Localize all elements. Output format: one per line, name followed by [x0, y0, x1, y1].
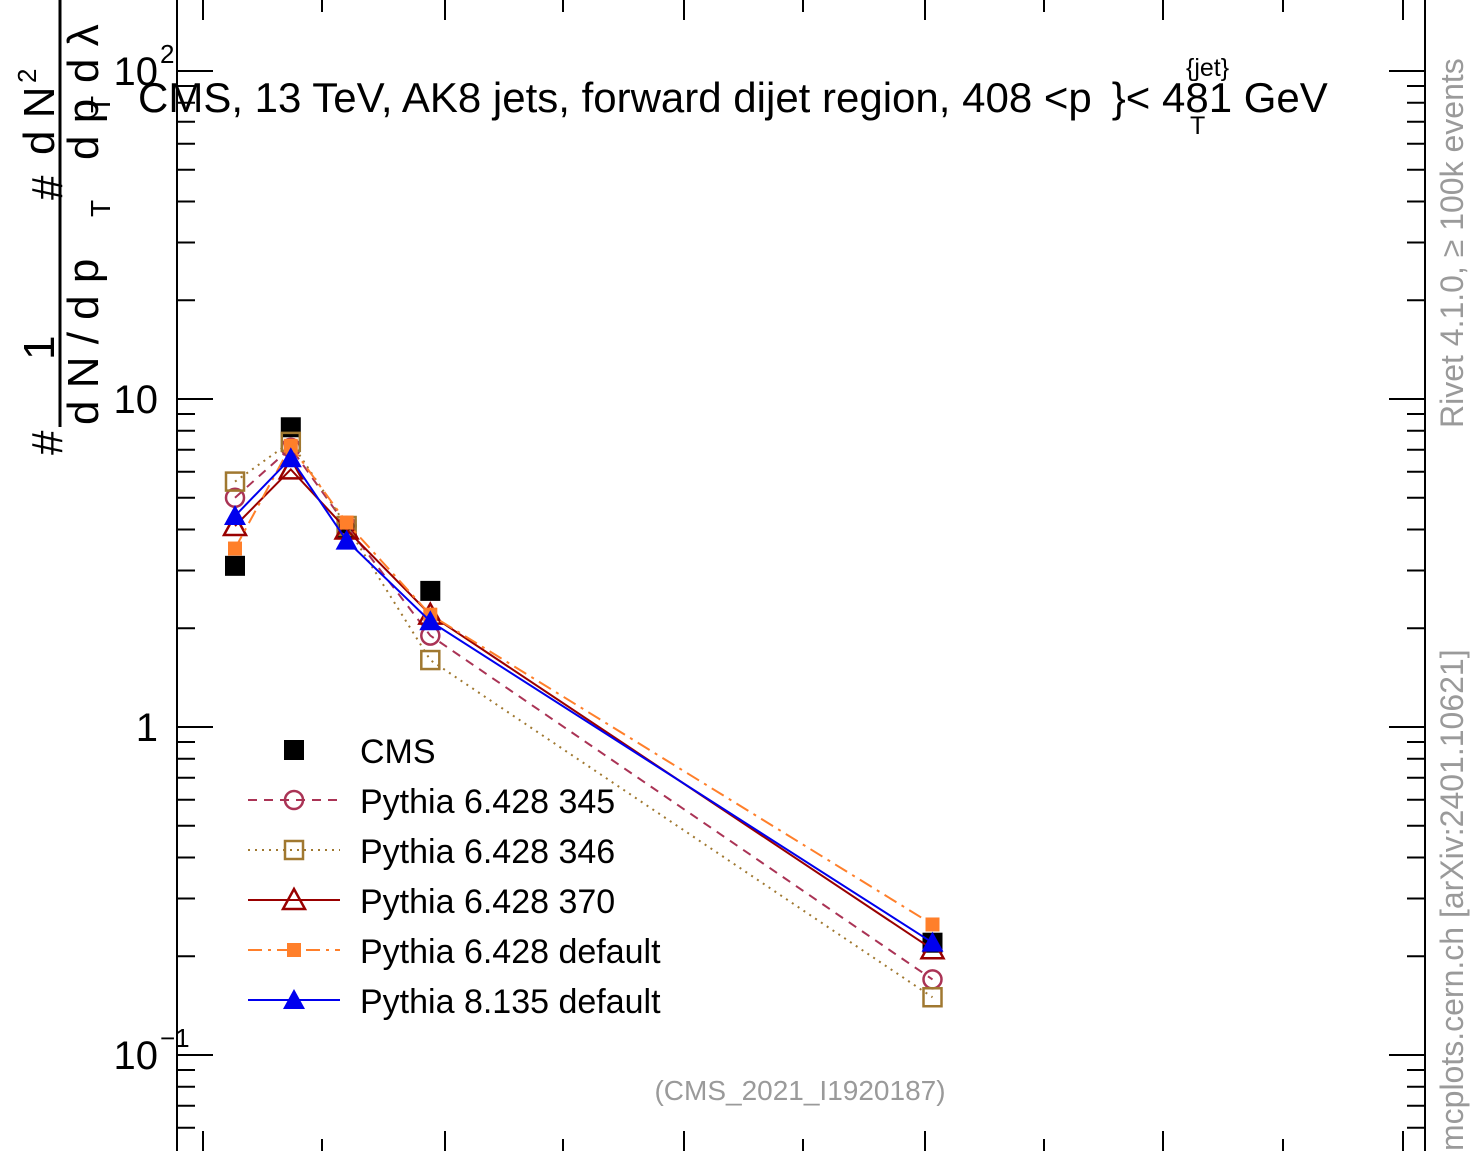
legend-entry: Pythia 6.428 default	[248, 933, 661, 971]
ylabel-den: d N / d p	[59, 259, 108, 425]
legend-entry: Pythia 6.428 345	[248, 783, 615, 821]
chart-title-var: p	[1068, 74, 1091, 121]
legend-marker	[283, 789, 305, 811]
legend-entry: Pythia 6.428 370	[248, 883, 615, 921]
ylabel-rnum: d N	[15, 87, 64, 155]
legend-marker	[280, 886, 308, 911]
chart-title-var-sub: T	[1190, 112, 1205, 140]
legend-label: Pythia 8.135 default	[360, 983, 661, 1021]
legend-marker	[283, 839, 305, 861]
ylabel-rden-sub: T	[85, 96, 116, 113]
data-point	[420, 580, 441, 601]
y-tick-label-exponent: 2	[160, 39, 174, 69]
data-point	[420, 649, 441, 671]
y-tick-label: 10	[114, 378, 159, 422]
legend-entry: Pythia 8.135 default	[248, 983, 661, 1021]
side-label-top: Rivet 4.1.0, ≥ 100k events	[1434, 58, 1470, 428]
legend-marker	[283, 989, 305, 1009]
chart-title-main: CMS, 13 TeV, AK8 jets, forward dijet reg…	[138, 74, 1068, 121]
y-tick-label: 10	[114, 50, 159, 94]
data-point	[224, 504, 246, 525]
chart-title-var-sup: {jet}	[1186, 54, 1229, 82]
ylabel-prefix: #	[23, 430, 72, 455]
ylabel-prefix-2: #	[23, 175, 72, 200]
ylabel-den-sub: T	[85, 200, 116, 217]
series-5	[224, 447, 944, 952]
legend-entry: CMS	[284, 733, 436, 771]
data-point	[225, 555, 245, 576]
data-point	[280, 417, 301, 438]
series-line	[234, 446, 934, 981]
y-tick-label: 10	[114, 1034, 159, 1078]
legend-label: Pythia 6.428 346	[360, 833, 615, 871]
ylabel-rden-tail: d λ	[59, 24, 108, 83]
data-point	[921, 931, 944, 952]
chart-title: CMS, 13 TeV, AK8 jets, forward dijet reg…	[138, 74, 1328, 121]
legend: CMS Pythia 6.428 345 Pythia 6.428 346 Pythi…	[248, 733, 661, 1021]
data-point	[228, 541, 242, 556]
y-axis-label: # 1 d N / d p T # d N 2 d p T d λ	[12, 0, 116, 455]
series-0	[225, 417, 943, 953]
legend-marker	[284, 740, 304, 760]
analysis-label: (CMS_2021_I1920187)	[654, 1075, 945, 1106]
data-point	[277, 455, 304, 480]
data-point	[419, 610, 442, 631]
legend-label: Pythia 6.428 345	[360, 783, 615, 821]
ylabel-rden: d p	[59, 99, 108, 160]
legend-marker	[287, 943, 301, 957]
legend-entry: Pythia 6.428 346	[248, 833, 615, 871]
legend-label: CMS	[360, 733, 436, 771]
data-point	[224, 471, 246, 492]
series-layer	[221, 417, 946, 1008]
legend-label: Pythia 6.428 370	[360, 883, 615, 921]
ylabel-num: 1	[15, 336, 64, 360]
ylabel-rnum-sup: 2	[12, 69, 42, 83]
series-line	[234, 467, 934, 951]
chart-title-tail: }< 481 GeV	[1112, 74, 1328, 121]
data-point	[335, 529, 358, 550]
data-point	[925, 917, 940, 932]
data-point	[283, 438, 298, 453]
legend-label: Pythia 6.428 default	[360, 933, 661, 971]
data-point	[221, 512, 249, 537]
data-point	[339, 515, 354, 530]
y-tick-label-exponent: −1	[160, 1023, 190, 1053]
data-point	[922, 986, 943, 1008]
y-tick-label: 1	[136, 706, 158, 750]
data-point	[279, 447, 302, 468]
side-label-bottom: mcplots.cern.ch [arXiv:2401.10621]	[1434, 649, 1470, 1151]
